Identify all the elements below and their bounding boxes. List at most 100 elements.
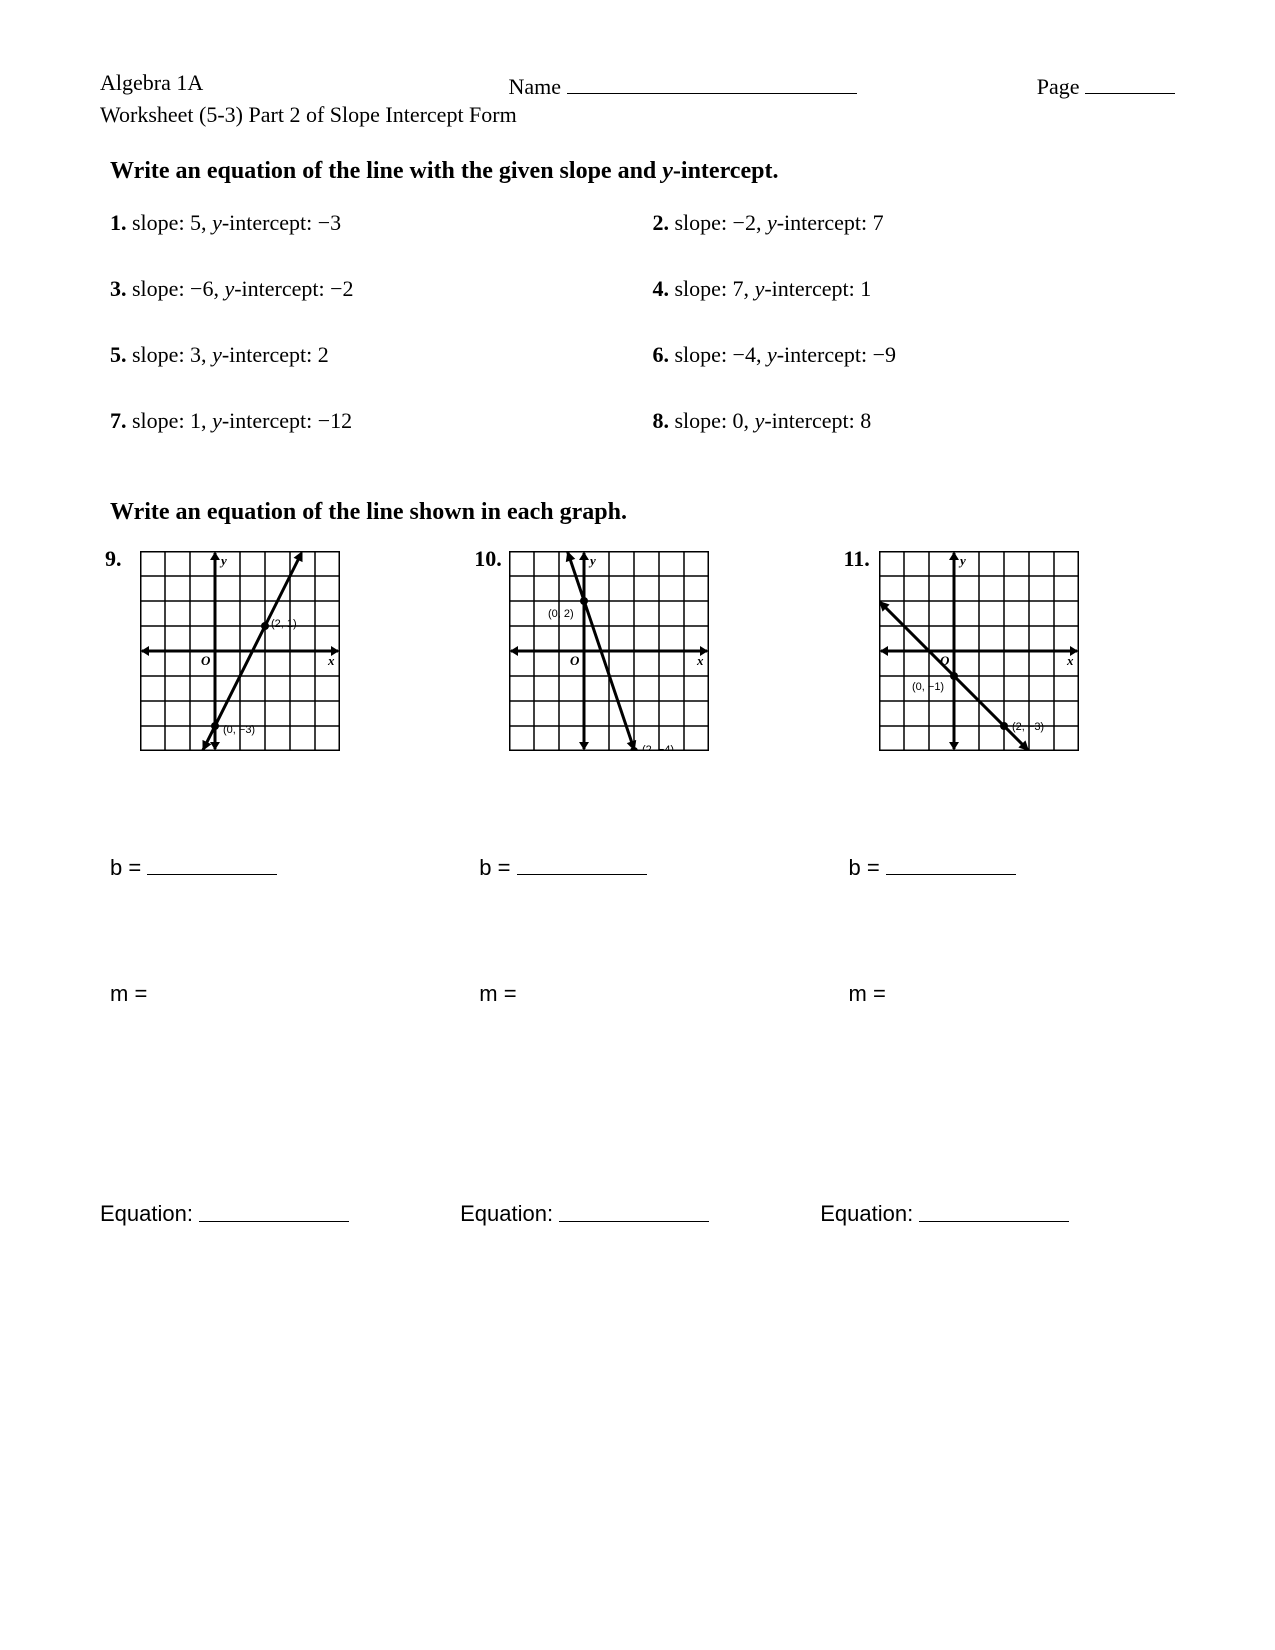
- problem-num: 7.: [110, 408, 127, 433]
- x-axis-label: x: [1066, 653, 1074, 668]
- equation-field-11: Equation:: [820, 1197, 1175, 1227]
- y-axis-label: y: [219, 553, 227, 568]
- section1-title-y: y: [662, 158, 673, 184]
- graph-svg: Oy x (2, 1) (0, −3): [140, 551, 340, 751]
- plotted-point: [950, 672, 958, 680]
- problem-text: slope: 1,: [127, 408, 213, 433]
- problem-8: 8. slope: 0, y-intercept: 8: [653, 408, 1166, 434]
- page-label: Page: [1037, 74, 1080, 99]
- equation-label: Equation:: [820, 1202, 913, 1227]
- equation-field-10: Equation:: [460, 1197, 815, 1227]
- page-field: Page: [960, 70, 1175, 100]
- b-field-10: b =: [479, 851, 796, 881]
- graph-svg: Oyx(0, 2)(2, −4): [509, 551, 709, 751]
- problem-4: 4. slope: 7, y-intercept: 1: [653, 276, 1166, 302]
- problem-text2: -intercept: 7: [777, 210, 884, 235]
- b-label: b =: [849, 855, 880, 880]
- page-blank[interactable]: [1085, 70, 1175, 94]
- equation-label: Equation:: [100, 1202, 193, 1227]
- point-label: (2, −4): [642, 744, 674, 751]
- name-field: Name: [509, 70, 961, 100]
- problem-text2: -intercept: 8: [764, 408, 871, 433]
- point-label: (2, −3): [1012, 721, 1044, 733]
- graph-box: Oyx(0, 2)(2, −4): [509, 551, 796, 751]
- problem-text2: -intercept: −2: [234, 276, 353, 301]
- graph-box: Oy x (2, 1) (0, −3): [140, 551, 427, 751]
- y-axis-label: y: [588, 553, 596, 568]
- graph-item-11: 11.Oyx(0, −1)(2, −3): [849, 551, 1166, 751]
- problem-num: 6.: [653, 342, 670, 367]
- b-blank[interactable]: [886, 851, 1016, 875]
- problem-y: y: [212, 342, 222, 367]
- point-label: (2, 1): [271, 618, 297, 630]
- point-label: (0, −1): [912, 681, 944, 693]
- problem-num: 8.: [653, 408, 670, 433]
- graph-row: 9.Oyx(2, 1)(0, −3)10.Oyx(0, 2)(2, −4)11.…: [100, 551, 1175, 751]
- problem-y: y: [212, 210, 222, 235]
- m-label: m =: [849, 981, 886, 1006]
- section1-title: Write an equation of the line with the g…: [110, 158, 1175, 185]
- b-field-11: b =: [849, 851, 1166, 881]
- equation-row: Equation: Equation: Equation:: [100, 1197, 1175, 1227]
- problem-y: y: [212, 408, 222, 433]
- problem-y: y: [755, 408, 765, 433]
- worksheet-subtitle: Worksheet (5-3) Part 2 of Slope Intercep…: [100, 102, 1175, 128]
- name-label: Name: [509, 74, 562, 99]
- problem-y: y: [767, 210, 777, 235]
- problem-num: 1.: [110, 210, 127, 235]
- name-blank[interactable]: [567, 70, 857, 94]
- problem-text2: -intercept: −9: [777, 342, 896, 367]
- problem-y: y: [224, 276, 234, 301]
- graph-number: 11.: [844, 546, 870, 572]
- problem-text2: -intercept: 1: [764, 276, 871, 301]
- section1-title-suffix: -intercept.: [673, 158, 779, 184]
- plotted-point: [1000, 722, 1008, 730]
- m-field-11: m =: [849, 981, 1166, 1007]
- graph-number: 9.: [105, 546, 122, 572]
- problem-y: y: [767, 342, 777, 367]
- x-axis-label: x: [327, 653, 335, 668]
- problem-2: 2. slope: −2, y-intercept: 7: [653, 210, 1166, 236]
- plotted-point: [211, 722, 219, 730]
- b-blank[interactable]: [517, 851, 647, 875]
- course-label: Algebra 1A: [100, 70, 509, 100]
- problems-grid: 1. slope: 5, y-intercept: −32. slope: −2…: [100, 210, 1175, 434]
- worksheet-header: Algebra 1A Name Page: [100, 70, 1175, 100]
- y-axis-label: y: [958, 553, 966, 568]
- origin-label: O: [201, 653, 211, 668]
- problem-text: slope: −6,: [127, 276, 225, 301]
- point-label: (0, −3): [223, 724, 255, 736]
- m-row: m = m = m =: [100, 981, 1175, 1007]
- section2-title: Write an equation of the line shown in e…: [110, 499, 1175, 526]
- b-label: b =: [479, 855, 510, 880]
- problem-text: slope: −4,: [669, 342, 767, 367]
- equation-label: Equation:: [460, 1202, 553, 1227]
- problem-text: slope: 0,: [669, 408, 755, 433]
- problem-text: slope: 7,: [669, 276, 755, 301]
- problem-7: 7. slope: 1, y-intercept: −12: [110, 408, 623, 434]
- graph-box: Oyx(0, −1)(2, −3): [879, 551, 1166, 751]
- problem-text2: -intercept: −3: [222, 210, 341, 235]
- problem-text: slope: 5,: [127, 210, 213, 235]
- origin-label: O: [570, 653, 580, 668]
- problem-text2: -intercept: 2: [222, 342, 329, 367]
- graph-number: 10.: [474, 546, 502, 572]
- graph-item-10: 10.Oyx(0, 2)(2, −4): [479, 551, 796, 751]
- equation-field-9: Equation:: [100, 1197, 455, 1227]
- equation-blank[interactable]: [199, 1197, 349, 1221]
- problem-num: 2.: [653, 210, 670, 235]
- problem-num: 4.: [653, 276, 670, 301]
- m-label: m =: [110, 981, 147, 1006]
- section1-title-prefix: Write an equation of the line with the g…: [110, 158, 662, 184]
- equation-blank[interactable]: [559, 1197, 709, 1221]
- problem-text: slope: 3,: [127, 342, 213, 367]
- problem-y: y: [755, 276, 765, 301]
- problem-1: 1. slope: 5, y-intercept: −3: [110, 210, 623, 236]
- equation-blank[interactable]: [919, 1197, 1069, 1221]
- x-axis-label: x: [696, 653, 704, 668]
- problem-text2: -intercept: −12: [222, 408, 352, 433]
- b-blank[interactable]: [147, 851, 277, 875]
- graph-svg: Oyx(0, −1)(2, −3): [879, 551, 1079, 751]
- plotted-point: [261, 622, 269, 630]
- b-field-9: b =: [110, 851, 427, 881]
